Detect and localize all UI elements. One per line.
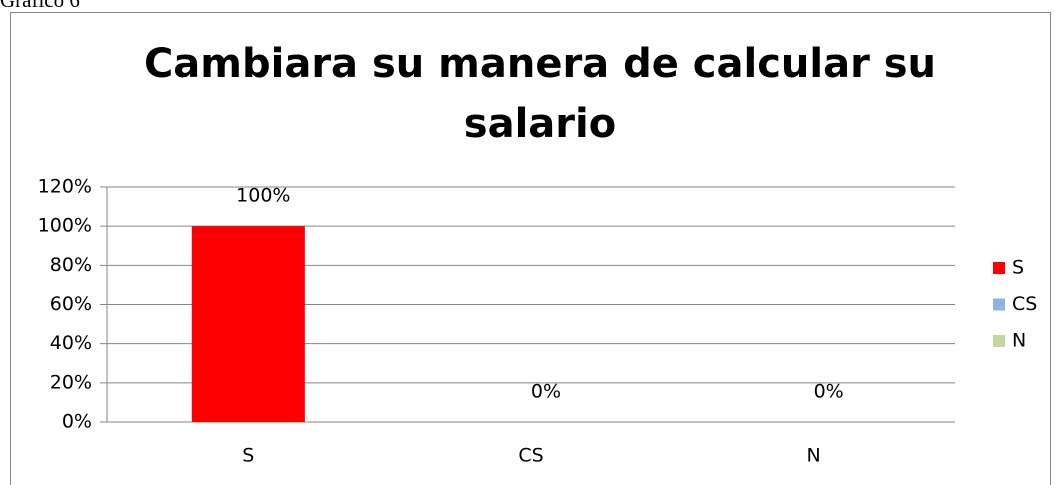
bar [191, 226, 305, 422]
legend-label: N [1012, 330, 1026, 352]
y-tick-label: 40% [50, 332, 92, 354]
caption: Gráfico 6 [0, 0, 80, 12]
legend-swatch [993, 262, 1005, 274]
value-label: 0% [531, 381, 561, 403]
y-tick-label: 60% [50, 293, 92, 315]
legend-swatch [993, 298, 1005, 311]
chart-title: Cambiara su manera de calcular su salario [144, 41, 936, 147]
y-tick-label: 80% [50, 254, 92, 276]
value-label: 100% [236, 185, 290, 207]
y-tick-label: 20% [50, 371, 92, 393]
legend-label: CS [1012, 293, 1037, 315]
x-tick-label: N [807, 445, 821, 467]
legend-label: S [1012, 257, 1024, 279]
value-label: 0% [814, 381, 844, 403]
y-tick-label: 100% [38, 215, 92, 237]
legend-swatch [993, 335, 1005, 347]
x-tick-label: S [242, 445, 254, 467]
y-tick-label: 0% [62, 411, 92, 433]
x-tick-label: CS [518, 445, 543, 467]
chart-border [10, 12, 1051, 485]
y-tick-label: 120% [38, 176, 92, 198]
